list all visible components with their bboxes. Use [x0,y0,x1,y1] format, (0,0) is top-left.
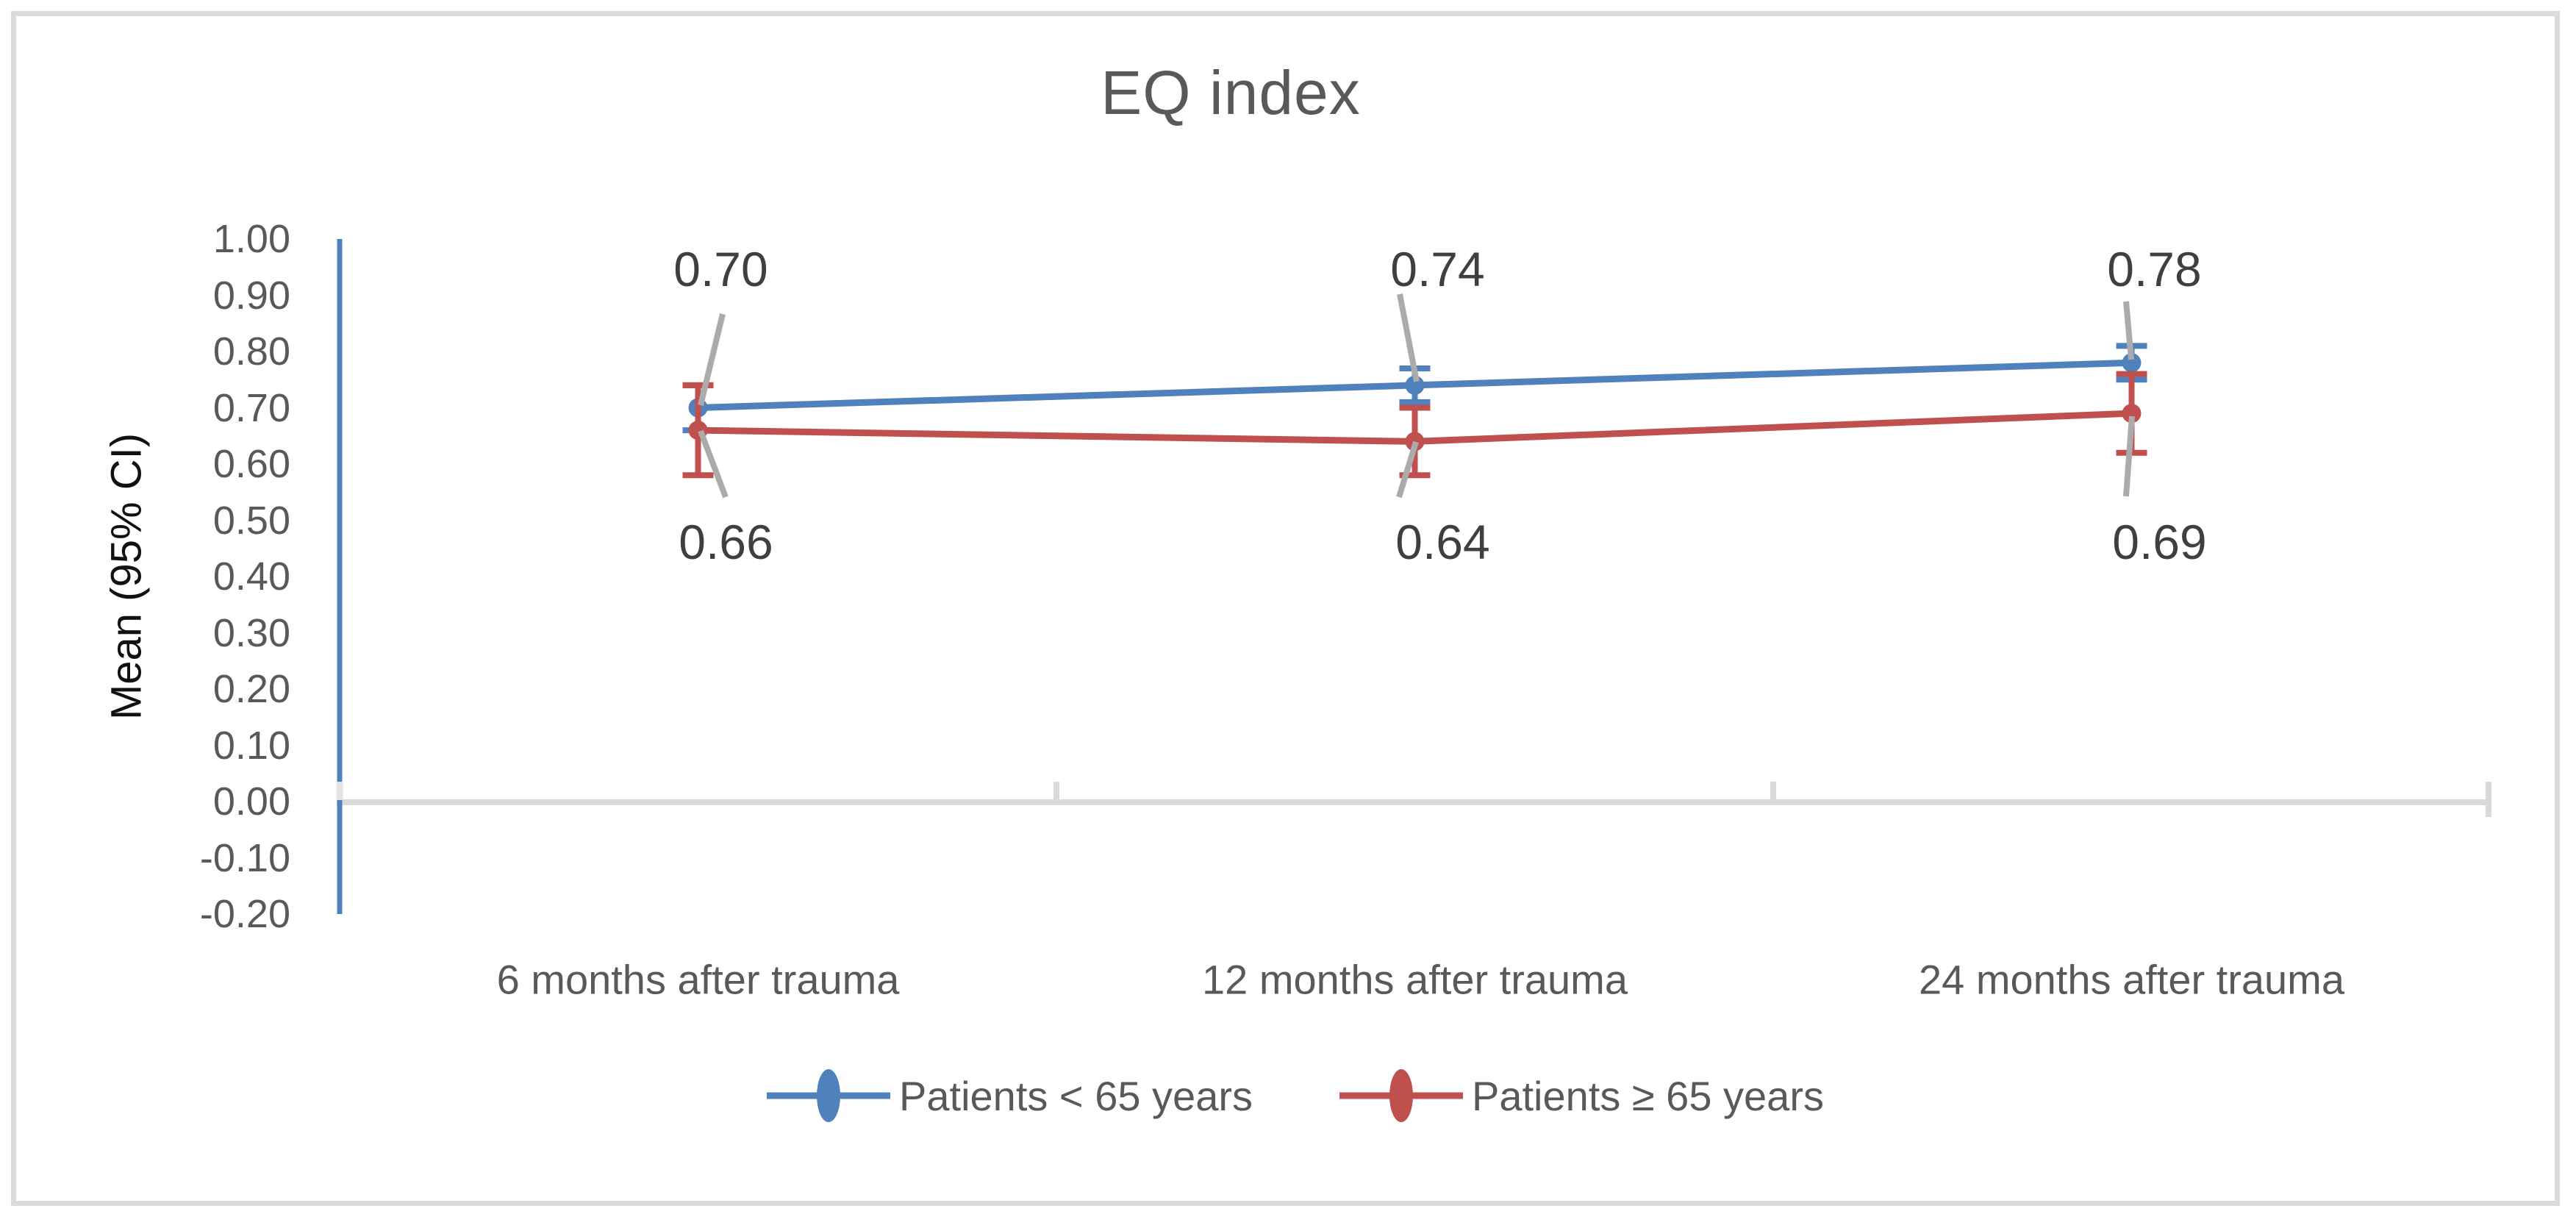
x-category-label: 6 months after trauma [496,956,900,1003]
data-label: 0.78 [2107,242,2202,296]
y-tick-label: 0.60 [212,442,290,486]
y-tick-label: 0.10 [212,723,290,768]
legend-item: Patients ≥ 65 years [1339,1065,1824,1127]
y-tick-label: 0.90 [212,273,290,318]
y-tick-label: 1.00 [212,217,290,261]
y-tick-label: 0.40 [212,554,290,599]
x-category-label: 12 months after trauma [1202,956,1628,1003]
data-label: 0.69 [2112,515,2207,569]
y-tick-label: 0.00 [212,779,290,824]
legend: Patients < 65 years Patients ≥ 65 years [0,1065,2576,1127]
y-tick-label: 0.30 [212,610,290,655]
legend-label: Patients < 65 years [899,1072,1253,1119]
chart-title: EQ index [1101,58,1361,127]
legend-item: Patients < 65 years [767,1065,1253,1127]
legend-line-marker-icon [767,1069,891,1122]
y-tick-label: 0.80 [212,329,290,374]
data-label: 0.66 [679,515,773,569]
legend-label: Patients ≥ 65 years [1471,1072,1824,1119]
data-label: 0.64 [1395,515,1490,569]
y-tick-label: 0.20 [212,667,290,711]
legend-line-marker-icon [1339,1069,1463,1122]
y-tick-label: -0.20 [199,892,290,936]
data-label: 0.74 [1390,242,1485,296]
x-category-label: 24 months after trauma [1919,956,2344,1003]
y-tick-label: -0.10 [199,835,290,880]
y-tick-label: 0.70 [212,385,290,430]
data-label: 0.70 [673,242,768,296]
y-tick-label: 0.50 [212,498,290,543]
